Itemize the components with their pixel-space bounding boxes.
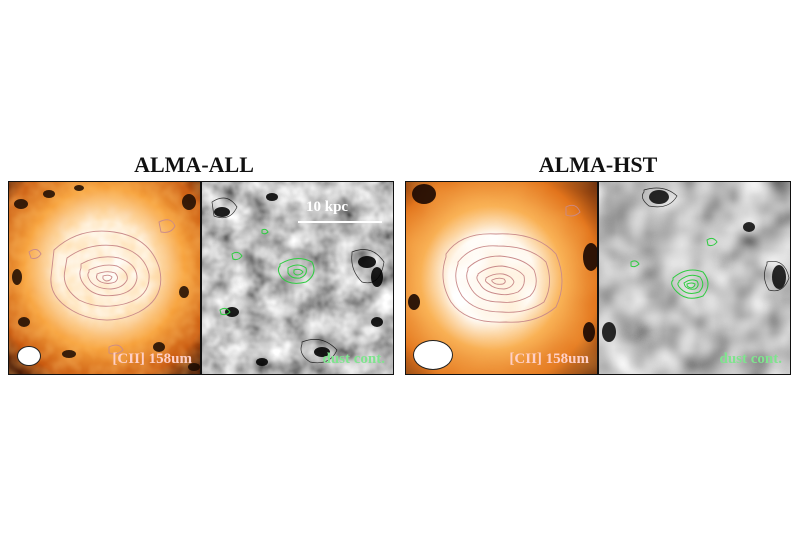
beam-ellipse — [413, 340, 453, 370]
alma-hst-cii-contours — [442, 204, 581, 323]
cii-label: [CII] 158um — [112, 351, 192, 367]
alma-all-cii-panel: [CII] 158um — [8, 181, 201, 375]
alma-all-title: ALMA-ALL — [134, 152, 254, 177]
scale-bar-label: 10 kpc — [306, 199, 349, 215]
alma-hst-dust-panel: dust cont. — [598, 181, 791, 375]
alma-all-dust-panel: 10 kpc dust cont. — [201, 181, 394, 375]
alma-all-figure: [CII] 158um — [8, 181, 395, 375]
cii-label: [CII] 158um — [509, 351, 589, 367]
alma-hst-cii-panel: [CII] 158um — [405, 181, 598, 375]
dust-label: dust cont. — [322, 351, 385, 367]
alma-hst-title: ALMA-HST — [538, 152, 658, 177]
dust-label: dust cont. — [719, 351, 782, 367]
alma-all-dust-map — [202, 182, 393, 374]
alma-hst-dust-contours — [630, 237, 718, 299]
scale-bar — [298, 221, 382, 223]
alma-all-cii-contours — [28, 219, 176, 355]
alma-all-dust-contours — [219, 228, 315, 316]
alma-hst-figure: [CII] 158um — [405, 181, 792, 375]
beam-ellipse — [17, 346, 41, 366]
alma-hst-dust-map — [599, 182, 790, 374]
alma-all-cii-map — [9, 182, 200, 374]
